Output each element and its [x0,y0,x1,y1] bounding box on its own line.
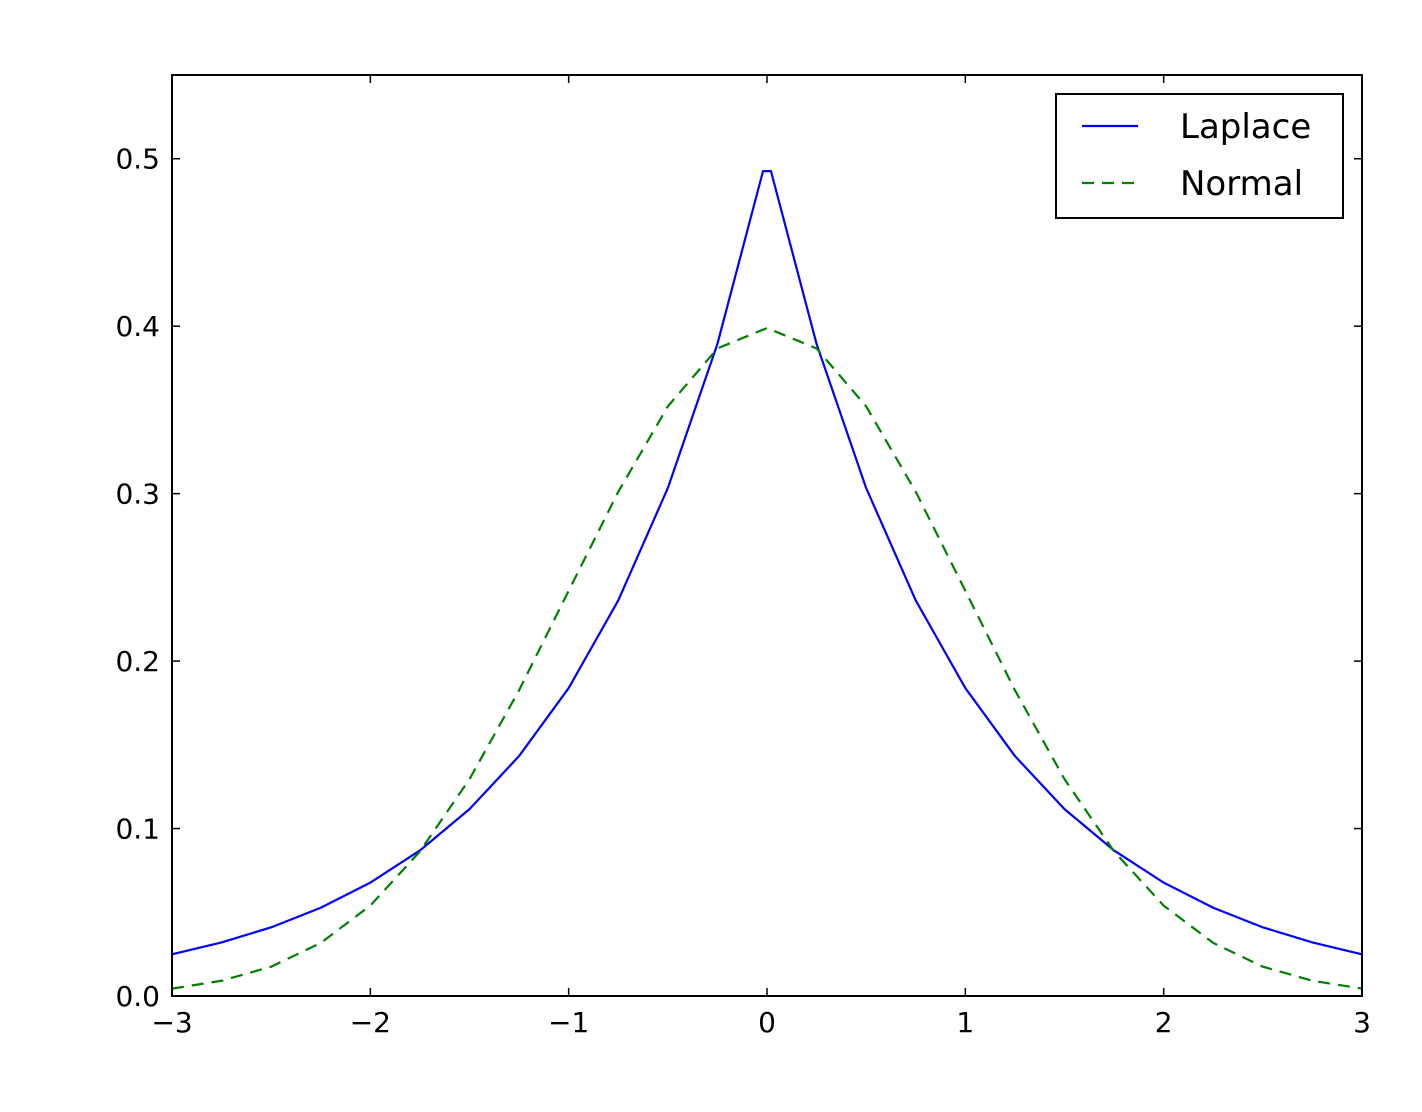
legend-box [1055,93,1344,219]
x-tick-label: −1 [548,1006,589,1039]
x-tick-label: 2 [1155,1006,1173,1039]
series-layer [171,170,1363,990]
y-tick-label: 0.0 [115,980,160,1013]
series-line-normal [171,326,1363,990]
series-line-laplace [171,170,1363,956]
legend-label-normal: Normal [1180,164,1303,204]
y-tick-label: 0.1 [115,813,160,846]
legend: Laplace Normal [1055,93,1344,219]
y-tick-label: 0.2 [115,645,160,678]
y-tick-label: 0.5 [115,143,160,176]
plot-frame [171,74,1363,997]
x-tick-label: 3 [1353,1006,1371,1039]
x-tick-label: −3 [151,1006,192,1039]
x-tick-label: 0 [758,1006,776,1039]
legend-label-laplace: Laplace [1180,107,1311,147]
y-tick-label: 0.3 [115,478,160,511]
x-tick-label: 1 [956,1006,974,1039]
ticks-layer: −3 −2 −1 0 1 2 3 0.0 0.1 0.2 0.3 0.4 0.5 [115,75,1371,1039]
x-tick-label: −2 [350,1006,391,1039]
y-tick-label: 0.4 [115,310,160,343]
